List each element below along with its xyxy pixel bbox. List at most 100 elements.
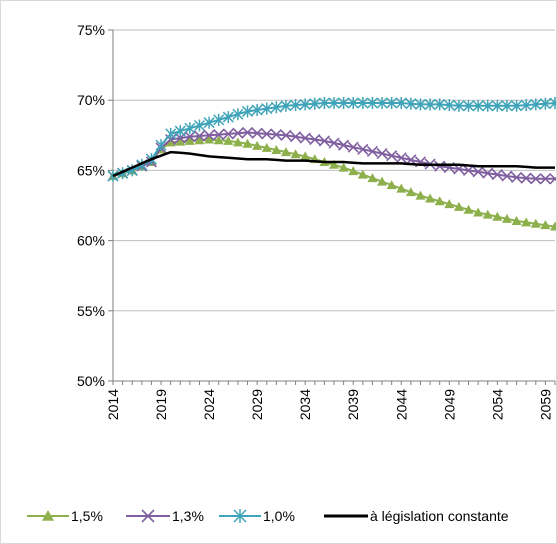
y-tick-label: 75%: [77, 22, 105, 38]
marker-stroke: [251, 127, 263, 139]
data-point: [520, 172, 532, 184]
data-point: [347, 141, 359, 153]
data-point: [501, 170, 513, 182]
y-tick-label: 50%: [77, 373, 105, 389]
data-point: [434, 196, 445, 206]
data-point: [329, 159, 339, 169]
data-point: [376, 97, 388, 110]
data-point: [357, 97, 369, 110]
x-tick-label: 2029: [249, 389, 265, 420]
data-point: [251, 104, 263, 117]
marker-stroke: [501, 170, 513, 182]
data-point: [482, 167, 494, 179]
marker-stroke: [462, 164, 475, 176]
data-point: [318, 135, 330, 147]
data-point: [501, 99, 513, 112]
marker-stroke: [241, 126, 254, 139]
data-point: [386, 97, 398, 110]
marker-stroke: [395, 152, 407, 164]
legend-label: à législation constante: [370, 508, 509, 524]
series-4: [112, 150, 555, 178]
marker-stroke: [347, 141, 359, 153]
data-point: [290, 99, 302, 112]
series-1: [108, 134, 556, 231]
data-point: [289, 131, 302, 143]
x-tick-label: 2059: [537, 389, 553, 420]
data-point: [434, 160, 446, 172]
legend-entry-3: 1,0%: [219, 508, 295, 524]
legend-label: 1,0%: [263, 508, 295, 524]
x-tick-label: 2014: [105, 389, 121, 420]
data-point: [530, 98, 542, 111]
data-point: [377, 176, 388, 186]
data-point: [300, 151, 311, 161]
data-point: [510, 171, 523, 183]
data-point: [328, 137, 340, 149]
data-point: [472, 99, 484, 112]
data-point: [443, 99, 455, 112]
marker-stroke: [280, 129, 292, 141]
x-tick-label: 2054: [489, 389, 505, 420]
marker-stroke: [328, 137, 340, 149]
data-point: [540, 220, 551, 230]
data-point: [184, 135, 195, 145]
data-point: [203, 116, 215, 129]
data-point: [280, 147, 291, 157]
data-point: [175, 136, 186, 146]
marker-stroke: [318, 135, 330, 147]
data-point: [213, 135, 224, 145]
data-point: [434, 98, 446, 111]
data-point: [184, 122, 196, 135]
data-point: [491, 169, 503, 181]
data-point: [367, 173, 378, 183]
y-tick-label: 70%: [77, 92, 105, 108]
data-point: [347, 97, 359, 110]
data-point: [251, 127, 263, 139]
data-point: [395, 97, 407, 110]
data-point: [415, 190, 426, 200]
data-point: [395, 152, 407, 164]
data-point: [472, 166, 484, 178]
marker-stroke: [482, 167, 494, 179]
data-point: [491, 99, 503, 112]
data-point: [174, 125, 186, 138]
data-point: [309, 133, 321, 146]
data-point: [414, 98, 427, 111]
data-point: [492, 211, 503, 221]
data-point: [280, 129, 292, 141]
data-point: [462, 99, 475, 112]
data-point: [357, 143, 369, 155]
marker-stroke: [357, 143, 369, 155]
data-point: [366, 145, 379, 158]
data-point: [184, 131, 196, 143]
data-point: [425, 193, 436, 203]
data-point: [222, 128, 234, 140]
marker-stroke: [376, 147, 388, 160]
series-lines: [107, 97, 556, 231]
marker-stroke: [386, 150, 398, 162]
data-point: [165, 137, 176, 147]
data-point: [549, 97, 556, 110]
marker-stroke: [309, 133, 321, 146]
data-point: [299, 132, 311, 144]
data-point: [405, 187, 416, 197]
marker-stroke: [549, 176, 556, 185]
data-point: [165, 127, 177, 140]
x-tick-label: 2024: [201, 389, 217, 420]
marker-stroke: [141, 509, 155, 523]
marker-stroke: [491, 169, 503, 181]
data-point: [424, 98, 436, 111]
data-point: [539, 97, 551, 110]
data-point: [261, 142, 272, 152]
data-point: [232, 137, 243, 147]
data-point: [318, 97, 330, 110]
data-point: [530, 173, 542, 185]
marker-stroke: [539, 173, 551, 185]
x-tick-label: 2039: [345, 389, 361, 420]
data-point: [232, 108, 244, 121]
x-tick-label: 2034: [297, 389, 313, 420]
marker-stroke: [434, 160, 446, 172]
data-point: [270, 129, 282, 141]
